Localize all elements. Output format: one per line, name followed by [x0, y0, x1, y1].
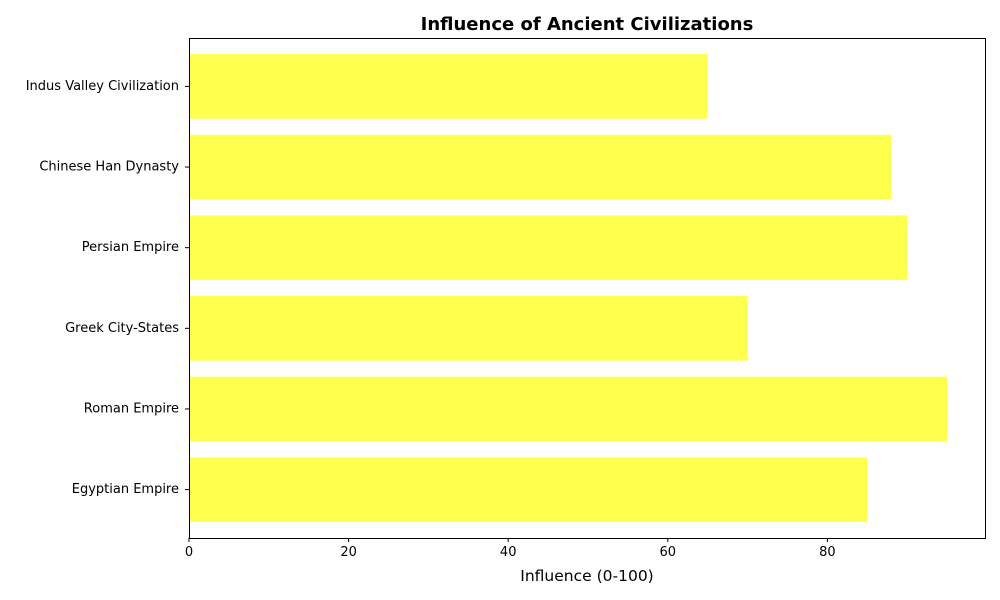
plot-frame: [189, 38, 986, 539]
y-tick-label: Chinese Han Dynasty: [39, 160, 179, 175]
x-axis-label: Influence (0-100): [520, 567, 653, 585]
y-axis-ticks: Egyptian Empire Roman Empire Greek City-St…: [26, 79, 189, 497]
bar-chinese-han-dynasty: [189, 134, 892, 200]
x-axis-ticks: 0 20 40 60 80: [185, 538, 836, 560]
y-tick-label: Roman Empire: [84, 401, 179, 416]
x-tick-label: 80: [819, 545, 836, 560]
bar-indus-valley-civilization: [189, 54, 708, 119]
bar-roman-empire: [189, 376, 948, 442]
x-tick-label: 20: [340, 545, 357, 560]
x-tick-label: 60: [660, 545, 677, 560]
x-tick-label: 40: [500, 545, 517, 560]
y-tick-label: Egyptian Empire: [72, 482, 179, 497]
bar-egyptian-empire: [189, 457, 868, 522]
bars-group: [189, 54, 948, 522]
y-tick-label: Greek City-States: [65, 321, 179, 336]
chart-title: Influence of Ancient Civilizations: [421, 14, 754, 35]
x-tick-label: 0: [185, 545, 193, 560]
bar-persian-empire: [189, 215, 908, 280]
bar-greek-city-states: [189, 296, 748, 361]
y-tick-label: Indus Valley Civilization: [26, 79, 179, 94]
y-tick-label: Persian Empire: [82, 240, 179, 255]
